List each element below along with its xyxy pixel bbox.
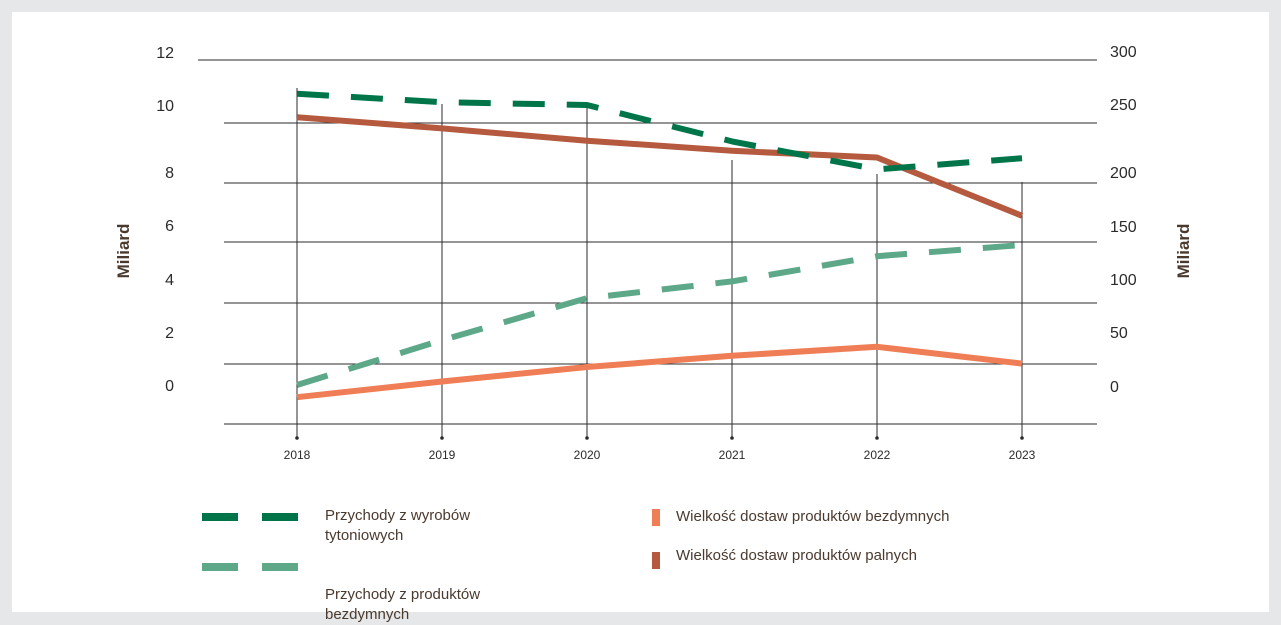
- line-chart: 2018 2019 2020 2021 2022 2023 0 2 4 6 8 10 12 0 50 100…: [114, 44, 1193, 571]
- x-tick-mark: [875, 436, 879, 440]
- x-tick-label: 2018: [284, 448, 311, 462]
- y-right-tick-label: 150: [1110, 219, 1137, 236]
- y-right-tick-label: 200: [1110, 165, 1137, 182]
- y-left-tick-label: 2: [165, 325, 174, 342]
- y-right-tick-label: 0: [1110, 379, 1119, 396]
- axis-labels: 0 2 4 6 8 10 12 0 50 100 150 200 250 300: [156, 44, 1137, 396]
- y-right-tick-label: 300: [1110, 44, 1137, 61]
- legend-label-tobacco-revenue: Przychody z wyrobów tytoniowych: [325, 507, 471, 544]
- y-right-tick-label: 50: [1110, 325, 1128, 342]
- y-left-tick-label: 4: [165, 272, 174, 289]
- series-lines: [296, 90, 1024, 401]
- x-axis-ticks: 2018 2019 2020 2021 2022 2023: [284, 88, 1036, 462]
- y-left-tick-label: 0: [165, 378, 174, 395]
- series-line: [296, 90, 1023, 173]
- y-left-tick-label: 8: [165, 165, 174, 182]
- series-line: [296, 242, 1023, 388]
- y-axis-right-label: Miliard: [1174, 224, 1193, 279]
- legend-label-smokefree-shipments: Wielkość dostaw produktów bezdymnych: [676, 508, 950, 525]
- x-tick-label: 2023: [1009, 448, 1036, 462]
- y-left-tick-label: 12: [156, 45, 174, 62]
- legend-label-combustible-shipments: Wielkość dostaw produktów palnych: [676, 547, 917, 564]
- y-left-tick-label: 6: [165, 218, 174, 235]
- x-tick-mark: [730, 436, 734, 440]
- legend-swatch-combustible-shipments: [652, 552, 660, 569]
- y-right-tick-label: 100: [1110, 272, 1137, 289]
- x-tick-label: 2022: [864, 448, 891, 462]
- legend-label-smokefree-revenue: Przychody z produktów bezdymnych: [325, 586, 481, 623]
- x-tick-label: 2019: [429, 448, 456, 462]
- y-right-tick-label: 250: [1110, 97, 1137, 114]
- x-tick-label: 2021: [719, 448, 746, 462]
- y-left-tick-label: 10: [156, 98, 174, 115]
- series-line: [296, 343, 1023, 401]
- legend-swatch-smokefree-shipments: [652, 509, 660, 526]
- y-axis-left-label: Miliard: [114, 224, 133, 279]
- x-tick-mark: [295, 436, 299, 440]
- x-tick-mark: [1020, 436, 1024, 440]
- legend-swatches: [202, 509, 660, 571]
- x-tick-mark: [585, 436, 589, 440]
- x-tick-label: 2020: [574, 448, 601, 462]
- chart-panel: 2018 2019 2020 2021 2022 2023 0 2 4 6 8 10 12 0 50 100…: [12, 12, 1269, 623]
- x-tick-mark: [440, 436, 444, 440]
- gridlines: [198, 59, 1097, 425]
